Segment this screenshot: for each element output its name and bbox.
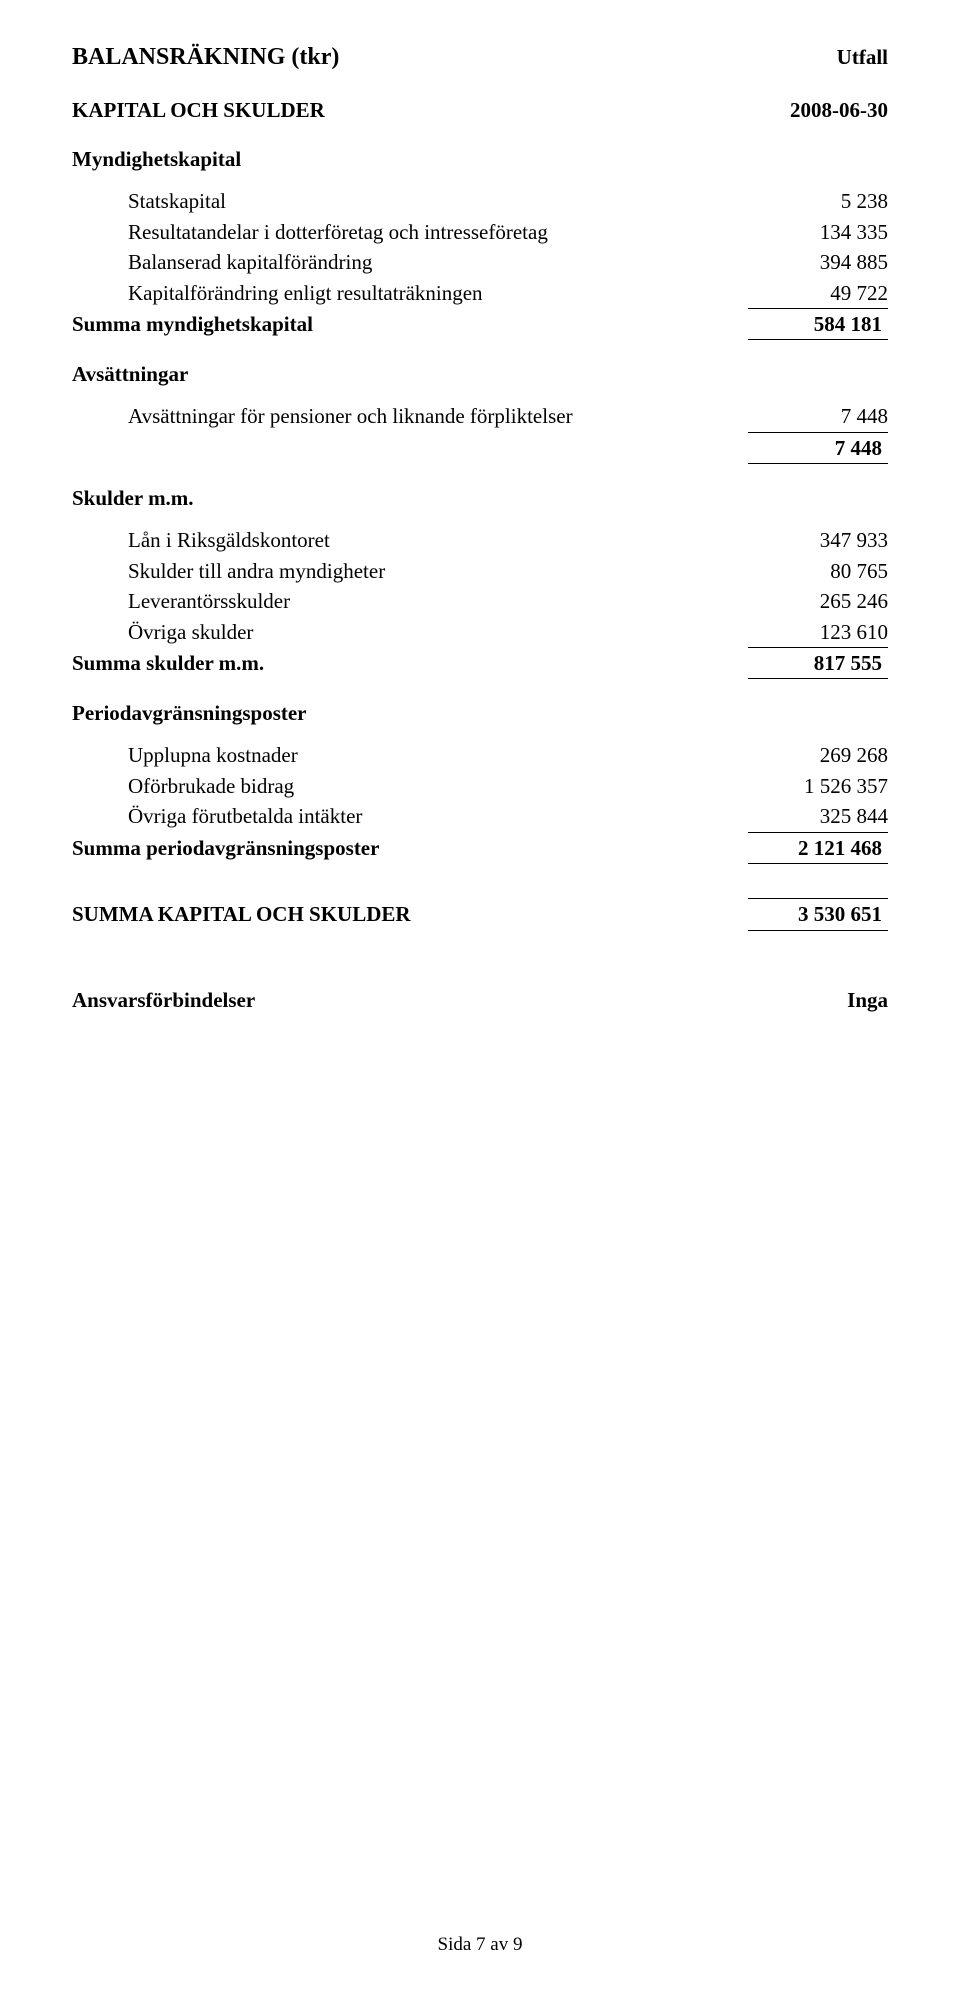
- table-row: Leverantörsskulder 265 246: [72, 586, 888, 616]
- row-value: 134 335: [748, 217, 888, 247]
- table-row: Övriga förutbetalda intäkter 325 844: [72, 801, 888, 831]
- grand-total-row: SUMMA KAPITAL OCH SKULDER 3 530 651: [72, 898, 888, 930]
- periodavgr-heading: Periodavgränsningsposter: [72, 701, 888, 726]
- sum-row: Summa skulder m.m. 817 555: [72, 647, 888, 679]
- blank-label: [72, 433, 748, 463]
- row-value: 265 246: [748, 586, 888, 616]
- table-row: Statskapital 5 238: [72, 186, 888, 216]
- table-row: Upplupna kostnader 269 268: [72, 740, 888, 770]
- ansvars-value: Inga: [748, 985, 888, 1015]
- row-value: 325 844: [748, 801, 888, 831]
- kapital-skulder-label: KAPITAL OCH SKULDER: [72, 95, 325, 125]
- table-row: Avsättningar för pensioner och liknande …: [72, 401, 888, 431]
- sum-row: Summa periodavgränsningsposter 2 121 468: [72, 832, 888, 864]
- sum-label: Summa skulder m.m.: [72, 648, 748, 678]
- report-date: 2008-06-30: [748, 95, 888, 125]
- utfall-label: Utfall: [748, 42, 888, 72]
- grand-total-label: SUMMA KAPITAL OCH SKULDER: [72, 899, 748, 929]
- row-value: 123 610: [748, 617, 888, 647]
- row-label: Skulder till andra myndigheter: [128, 556, 748, 586]
- row-value: 347 933: [748, 525, 888, 555]
- sum-value: 2 121 468: [748, 832, 888, 864]
- row-value: 394 885: [748, 247, 888, 277]
- row-label: Balanserad kapitalförändring: [128, 247, 748, 277]
- table-row: Resultatandelar i dotterföretag och intr…: [72, 217, 888, 247]
- table-row: Oförbrukade bidrag 1 526 357: [72, 771, 888, 801]
- myndighetskapital-heading: Myndighetskapital: [72, 147, 888, 172]
- row-label: Statskapital: [128, 186, 748, 216]
- row-value: 49 722: [748, 278, 888, 308]
- row-label: Oförbrukade bidrag: [128, 771, 748, 801]
- row-value: 5 238: [748, 186, 888, 216]
- skulder-heading: Skulder m.m.: [72, 486, 888, 511]
- row-value: 1 526 357: [748, 771, 888, 801]
- sum-value: 817 555: [748, 647, 888, 679]
- table-row: Lån i Riksgäldskontoret 347 933: [72, 525, 888, 555]
- row-label: Upplupna kostnader: [128, 740, 748, 770]
- table-row: Skulder till andra myndigheter 80 765: [72, 556, 888, 586]
- table-row: Övriga skulder 123 610: [72, 617, 888, 647]
- row-value: 7 448: [748, 401, 888, 431]
- row-value: 80 765: [748, 556, 888, 586]
- table-row: Kapitalförändring enligt resultaträkning…: [72, 278, 888, 308]
- row-label: Leverantörsskulder: [128, 586, 748, 616]
- kapital-skulder-row: KAPITAL OCH SKULDER 2008-06-30: [72, 95, 888, 125]
- row-value: 269 268: [748, 740, 888, 770]
- row-label: Övriga förutbetalda intäkter: [128, 801, 748, 831]
- title-row: BALANSRÄKNING (tkr) Utfall: [72, 40, 888, 75]
- sub-total-row: 7 448: [72, 432, 888, 464]
- sub-total-value: 7 448: [748, 432, 888, 464]
- sum-label: Summa periodavgränsningsposter: [72, 833, 748, 863]
- row-label: Lån i Riksgäldskontoret: [128, 525, 748, 555]
- row-label: Övriga skulder: [128, 617, 748, 647]
- avsattningar-heading: Avsättningar: [72, 362, 888, 387]
- row-label: Avsättningar för pensioner och liknande …: [128, 401, 748, 431]
- page-footer: Sida 7 av 9: [0, 1934, 960, 1956]
- sum-row: Summa myndighetskapital 584 181: [72, 308, 888, 340]
- page-title: BALANSRÄKNING (tkr): [72, 40, 339, 75]
- sum-label: Summa myndighetskapital: [72, 309, 748, 339]
- table-row: Balanserad kapitalförändring 394 885: [72, 247, 888, 277]
- row-label: Kapitalförändring enligt resultaträkning…: [128, 278, 748, 308]
- grand-total-value: 3 530 651: [748, 898, 888, 930]
- ansvars-row: Ansvarsförbindelser Inga: [72, 985, 888, 1015]
- page: BALANSRÄKNING (tkr) Utfall KAPITAL OCH S…: [0, 0, 960, 1996]
- ansvars-label: Ansvarsförbindelser: [72, 985, 748, 1015]
- row-label: Resultatandelar i dotterföretag och intr…: [128, 217, 748, 247]
- sum-value: 584 181: [748, 308, 888, 340]
